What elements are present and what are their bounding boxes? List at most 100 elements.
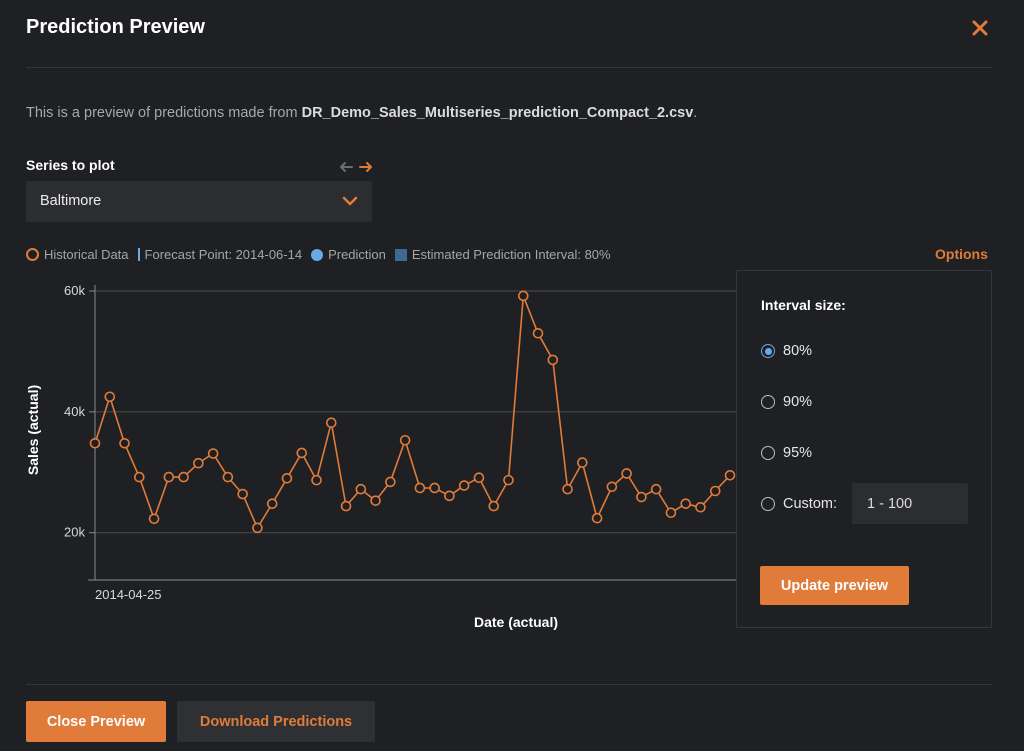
options-panel: Interval size: 80% 90% 95% Custom: Updat… bbox=[736, 270, 992, 628]
y-tick-label: 60k bbox=[64, 283, 85, 298]
legend-prediction: Prediction bbox=[311, 247, 386, 262]
data-point[interactable] bbox=[385, 476, 396, 488]
data-point[interactable] bbox=[473, 472, 485, 484]
chart-legend: Historical Data Forecast Point: 2014-06-… bbox=[26, 247, 620, 262]
interval-option-90[interactable]: 90% bbox=[761, 394, 812, 410]
data-point[interactable] bbox=[355, 483, 367, 495]
data-point[interactable] bbox=[148, 513, 160, 525]
prediction-swatch-icon bbox=[311, 248, 324, 261]
data-point[interactable] bbox=[591, 512, 603, 524]
interval-custom-label: Custom: bbox=[783, 496, 837, 512]
historical-swatch-icon bbox=[26, 248, 39, 261]
y-tick-labels: 20k 40k 60k bbox=[64, 283, 95, 540]
description-filename: DR_Demo_Sales_Multiseries_prediction_Com… bbox=[301, 105, 694, 121]
data-point[interactable] bbox=[178, 471, 189, 483]
radio-selected-icon bbox=[761, 344, 775, 358]
interval-size-title: Interval size: bbox=[761, 297, 846, 313]
data-point[interactable] bbox=[503, 474, 514, 486]
data-point[interactable] bbox=[119, 437, 130, 449]
data-point[interactable] bbox=[547, 354, 559, 366]
data-point[interactable] bbox=[724, 469, 736, 481]
data-point[interactable] bbox=[266, 498, 278, 509]
x-tick-labels: 2014-04-25 bbox=[95, 587, 162, 602]
data-point[interactable] bbox=[104, 391, 116, 403]
legend-interval: Estimated Prediction Interval: 80% bbox=[394, 247, 611, 262]
y-tick-label: 40k bbox=[64, 404, 85, 419]
description-prefix: This is a preview of predictions made fr… bbox=[26, 105, 302, 121]
sales-chart: 20k 40k 60k 2014-04-25 Sales (actual) Date… bbox=[25, 283, 992, 630]
interval-option-95[interactable]: 95% bbox=[761, 445, 812, 461]
data-point[interactable] bbox=[134, 471, 145, 483]
data-point[interactable] bbox=[193, 457, 204, 469]
data-point[interactable] bbox=[577, 457, 588, 468]
header-divider bbox=[26, 67, 992, 68]
series-select-value: Baltimore bbox=[40, 193, 102, 209]
data-point[interactable] bbox=[429, 482, 440, 494]
data-point[interactable] bbox=[281, 473, 293, 484]
data-point[interactable] bbox=[606, 481, 618, 493]
series-nav bbox=[338, 159, 374, 175]
data-point[interactable] bbox=[340, 500, 352, 512]
data-point[interactable] bbox=[325, 417, 337, 429]
y-tick-label: 20k bbox=[64, 525, 85, 540]
legend-historical: Historical Data bbox=[26, 247, 129, 262]
footer-divider bbox=[26, 684, 992, 685]
chevron-down-icon bbox=[342, 194, 358, 208]
data-point[interactable] bbox=[636, 491, 647, 503]
download-predictions-button[interactable]: Download Predictions bbox=[177, 701, 375, 742]
data-point[interactable] bbox=[621, 468, 632, 479]
data-point[interactable] bbox=[695, 502, 706, 513]
historical-points bbox=[89, 290, 736, 534]
arrow-right-icon[interactable] bbox=[358, 159, 374, 175]
data-point[interactable] bbox=[370, 495, 381, 506]
radio-icon bbox=[761, 395, 775, 409]
radio-icon bbox=[761, 446, 775, 460]
x-axis-label: Date (actual) bbox=[474, 614, 558, 630]
interval-swatch-icon bbox=[394, 248, 407, 261]
legend-forecast-point: Forecast Point: 2014-06-14 bbox=[137, 247, 303, 262]
x-tick-label: 2014-04-25 bbox=[95, 587, 162, 602]
legend-forecast-point-label: Forecast Point: 2014-06-14 bbox=[144, 247, 303, 262]
data-point[interactable] bbox=[665, 507, 677, 519]
data-point[interactable] bbox=[163, 471, 175, 483]
data-point[interactable] bbox=[399, 434, 411, 446]
data-point[interactable] bbox=[458, 480, 470, 491]
series-label: Series to plot bbox=[26, 157, 115, 173]
close-icon[interactable] bbox=[968, 16, 992, 40]
description: This is a preview of predictions made fr… bbox=[26, 105, 697, 121]
data-point[interactable] bbox=[562, 483, 573, 495]
custom-interval-input[interactable] bbox=[852, 483, 968, 524]
interval-option-95-label: 95% bbox=[783, 445, 813, 461]
interval-option-80[interactable]: 80% bbox=[761, 343, 812, 359]
data-point[interactable] bbox=[296, 447, 308, 459]
arrow-left-icon[interactable] bbox=[338, 159, 354, 175]
data-point[interactable] bbox=[311, 474, 322, 486]
data-point[interactable] bbox=[252, 522, 263, 534]
legend-interval-label: Estimated Prediction Interval: 80% bbox=[411, 247, 611, 262]
update-preview-button[interactable]: Update preview bbox=[760, 566, 909, 605]
data-point[interactable] bbox=[207, 448, 219, 459]
y-axis-label: Sales (actual) bbox=[25, 385, 41, 475]
data-point[interactable] bbox=[488, 500, 500, 512]
legend-historical-label: Historical Data bbox=[44, 247, 129, 262]
legend-prediction-label: Prediction bbox=[328, 247, 386, 262]
dialog-title: Prediction Preview bbox=[26, 16, 205, 38]
interval-option-custom[interactable]: Custom: bbox=[761, 496, 837, 512]
data-point[interactable] bbox=[709, 485, 721, 497]
radio-icon bbox=[761, 497, 775, 511]
options-link[interactable]: Options bbox=[935, 246, 988, 262]
series-select[interactable]: Baltimore bbox=[26, 181, 372, 222]
data-point[interactable] bbox=[444, 490, 455, 502]
data-point[interactable] bbox=[517, 290, 529, 302]
data-point[interactable] bbox=[532, 328, 544, 339]
interval-option-90-label: 90% bbox=[783, 394, 813, 410]
data-point[interactable] bbox=[222, 471, 234, 483]
data-point[interactable] bbox=[680, 498, 691, 509]
data-point[interactable] bbox=[89, 437, 101, 449]
data-point[interactable] bbox=[237, 488, 248, 500]
data-point[interactable] bbox=[650, 483, 662, 495]
close-preview-button[interactable]: Close Preview bbox=[26, 701, 166, 742]
description-suffix: . bbox=[693, 105, 698, 121]
data-point[interactable] bbox=[414, 482, 426, 494]
interval-option-80-label: 80% bbox=[783, 343, 813, 359]
